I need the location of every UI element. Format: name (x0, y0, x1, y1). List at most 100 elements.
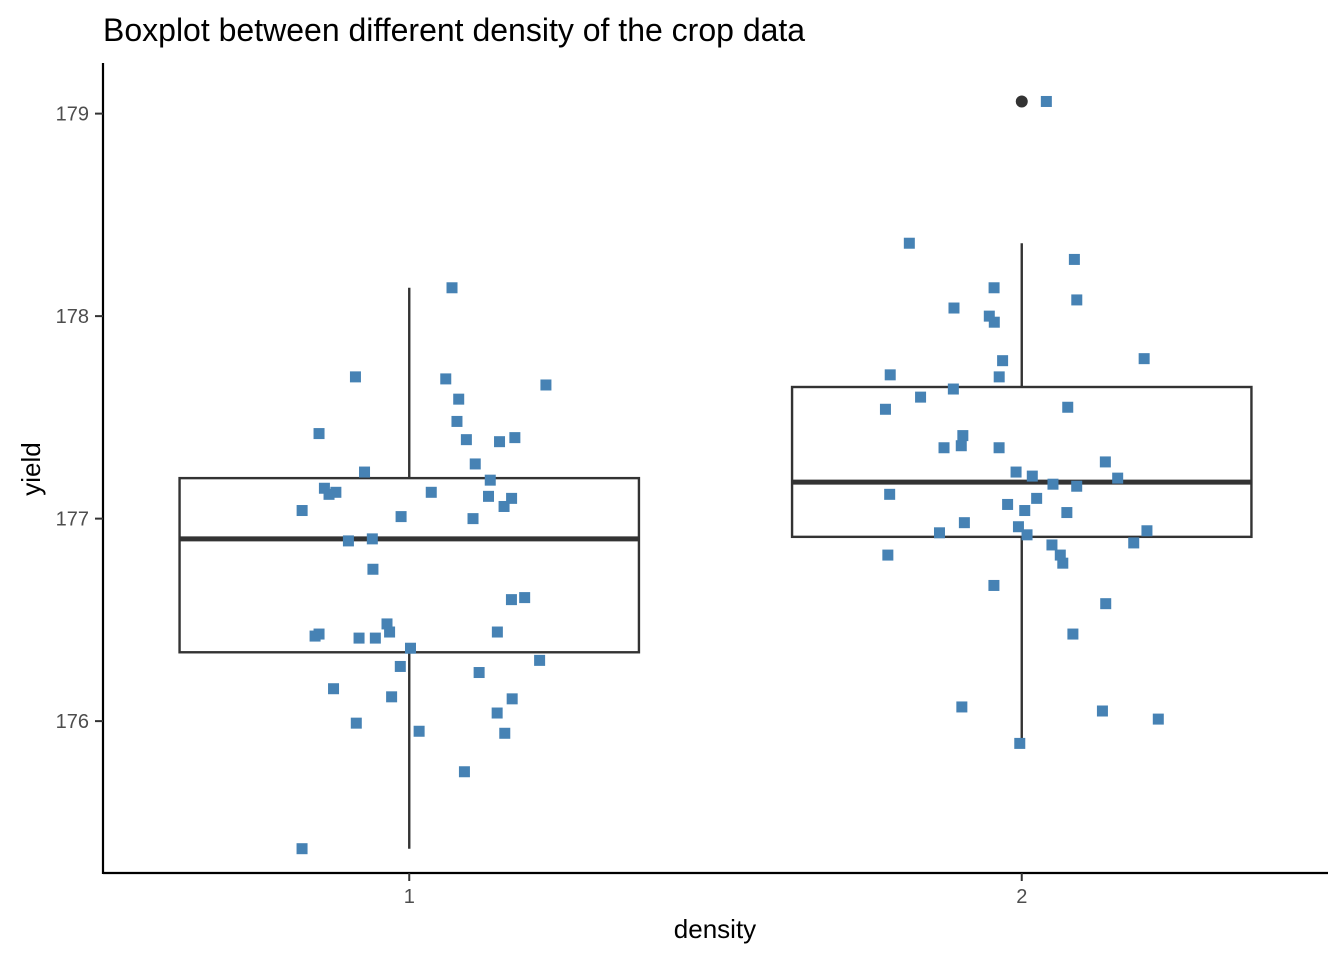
box-2 (790, 243, 1253, 744)
data-point (1019, 505, 1031, 517)
data-point (1099, 456, 1111, 468)
data-point (467, 513, 479, 525)
data-point (313, 428, 325, 440)
data-point (386, 691, 398, 703)
data-point (342, 535, 354, 547)
data-point (394, 660, 406, 672)
data-point (947, 383, 959, 395)
data-point (318, 482, 330, 494)
data-point (957, 430, 969, 442)
data-point (1062, 401, 1074, 413)
data-point (1068, 253, 1080, 265)
box-1 (178, 287, 641, 849)
data-point (369, 632, 381, 644)
data-point (473, 667, 485, 679)
data-point (440, 373, 452, 385)
y-tick-label: 178 (56, 306, 89, 328)
data-point (1138, 353, 1150, 365)
data-point (353, 632, 365, 644)
data-point (384, 626, 396, 638)
data-point (460, 434, 472, 446)
chart-title: Boxplot between different density of the… (103, 12, 805, 48)
data-point (367, 563, 379, 575)
x-tick-label: 2 (1016, 886, 1027, 908)
boxes-layer (178, 243, 1253, 849)
data-point (328, 683, 340, 695)
data-point (938, 442, 950, 454)
outliers-layer (1015, 95, 1028, 108)
data-point (491, 707, 503, 719)
data-point (988, 282, 1000, 294)
data-point (366, 533, 378, 545)
data-point (296, 843, 308, 855)
plot-area (178, 95, 1253, 855)
data-point (1071, 480, 1083, 492)
data-point (1054, 549, 1066, 561)
data-point (1152, 713, 1164, 725)
data-point (1047, 478, 1059, 490)
data-point (540, 379, 552, 391)
data-point (451, 415, 463, 427)
data-point (359, 466, 371, 478)
data-point (1002, 498, 1014, 510)
data-point (506, 693, 518, 705)
data-point (988, 579, 1000, 591)
data-point (323, 488, 335, 500)
data-point (330, 486, 342, 498)
data-point (1040, 95, 1052, 107)
data-point (915, 391, 927, 403)
data-point (1010, 466, 1022, 478)
data-point (983, 310, 995, 322)
data-point (499, 727, 511, 739)
x-axis-title: density (674, 914, 756, 944)
y-ticks: 176 177 178 179 (56, 104, 103, 733)
data-point (453, 393, 465, 405)
data-point (498, 500, 510, 512)
data-point (956, 701, 968, 713)
data-point (484, 474, 496, 486)
data-point (884, 369, 896, 381)
data-point (483, 490, 495, 502)
y-tick-label: 179 (56, 104, 89, 126)
data-point (1071, 294, 1083, 306)
data-point (993, 442, 1005, 454)
outlier-point (1015, 95, 1028, 108)
y-tick-label: 177 (56, 509, 89, 531)
data-point (1057, 557, 1069, 569)
points-layer (296, 95, 1164, 855)
data-point (395, 511, 407, 523)
data-point (1046, 539, 1058, 551)
data-point (1141, 525, 1153, 537)
data-point (491, 626, 503, 638)
data-point (1067, 628, 1079, 640)
data-point (993, 371, 1005, 383)
data-point (469, 458, 481, 470)
data-point (413, 725, 425, 737)
data-point (1128, 537, 1140, 549)
data-point (350, 717, 362, 729)
data-point (955, 440, 967, 452)
data-point (948, 302, 960, 314)
data-point (997, 355, 1009, 367)
data-point (505, 594, 517, 606)
data-point (1031, 492, 1043, 504)
data-point (1014, 737, 1026, 749)
data-point (1096, 705, 1108, 717)
data-point (404, 642, 416, 654)
data-point (296, 505, 308, 517)
data-point (1061, 507, 1073, 519)
y-axis: 176 177 178 179 (56, 63, 105, 874)
data-point (884, 488, 896, 500)
y-axis-title: yield (16, 442, 46, 495)
data-point (506, 492, 518, 504)
data-point (882, 549, 894, 561)
data-point (933, 527, 945, 539)
data-point (309, 630, 321, 642)
data-point (509, 432, 521, 444)
data-point (1021, 529, 1033, 541)
data-point (381, 618, 393, 630)
data-point (519, 592, 531, 604)
